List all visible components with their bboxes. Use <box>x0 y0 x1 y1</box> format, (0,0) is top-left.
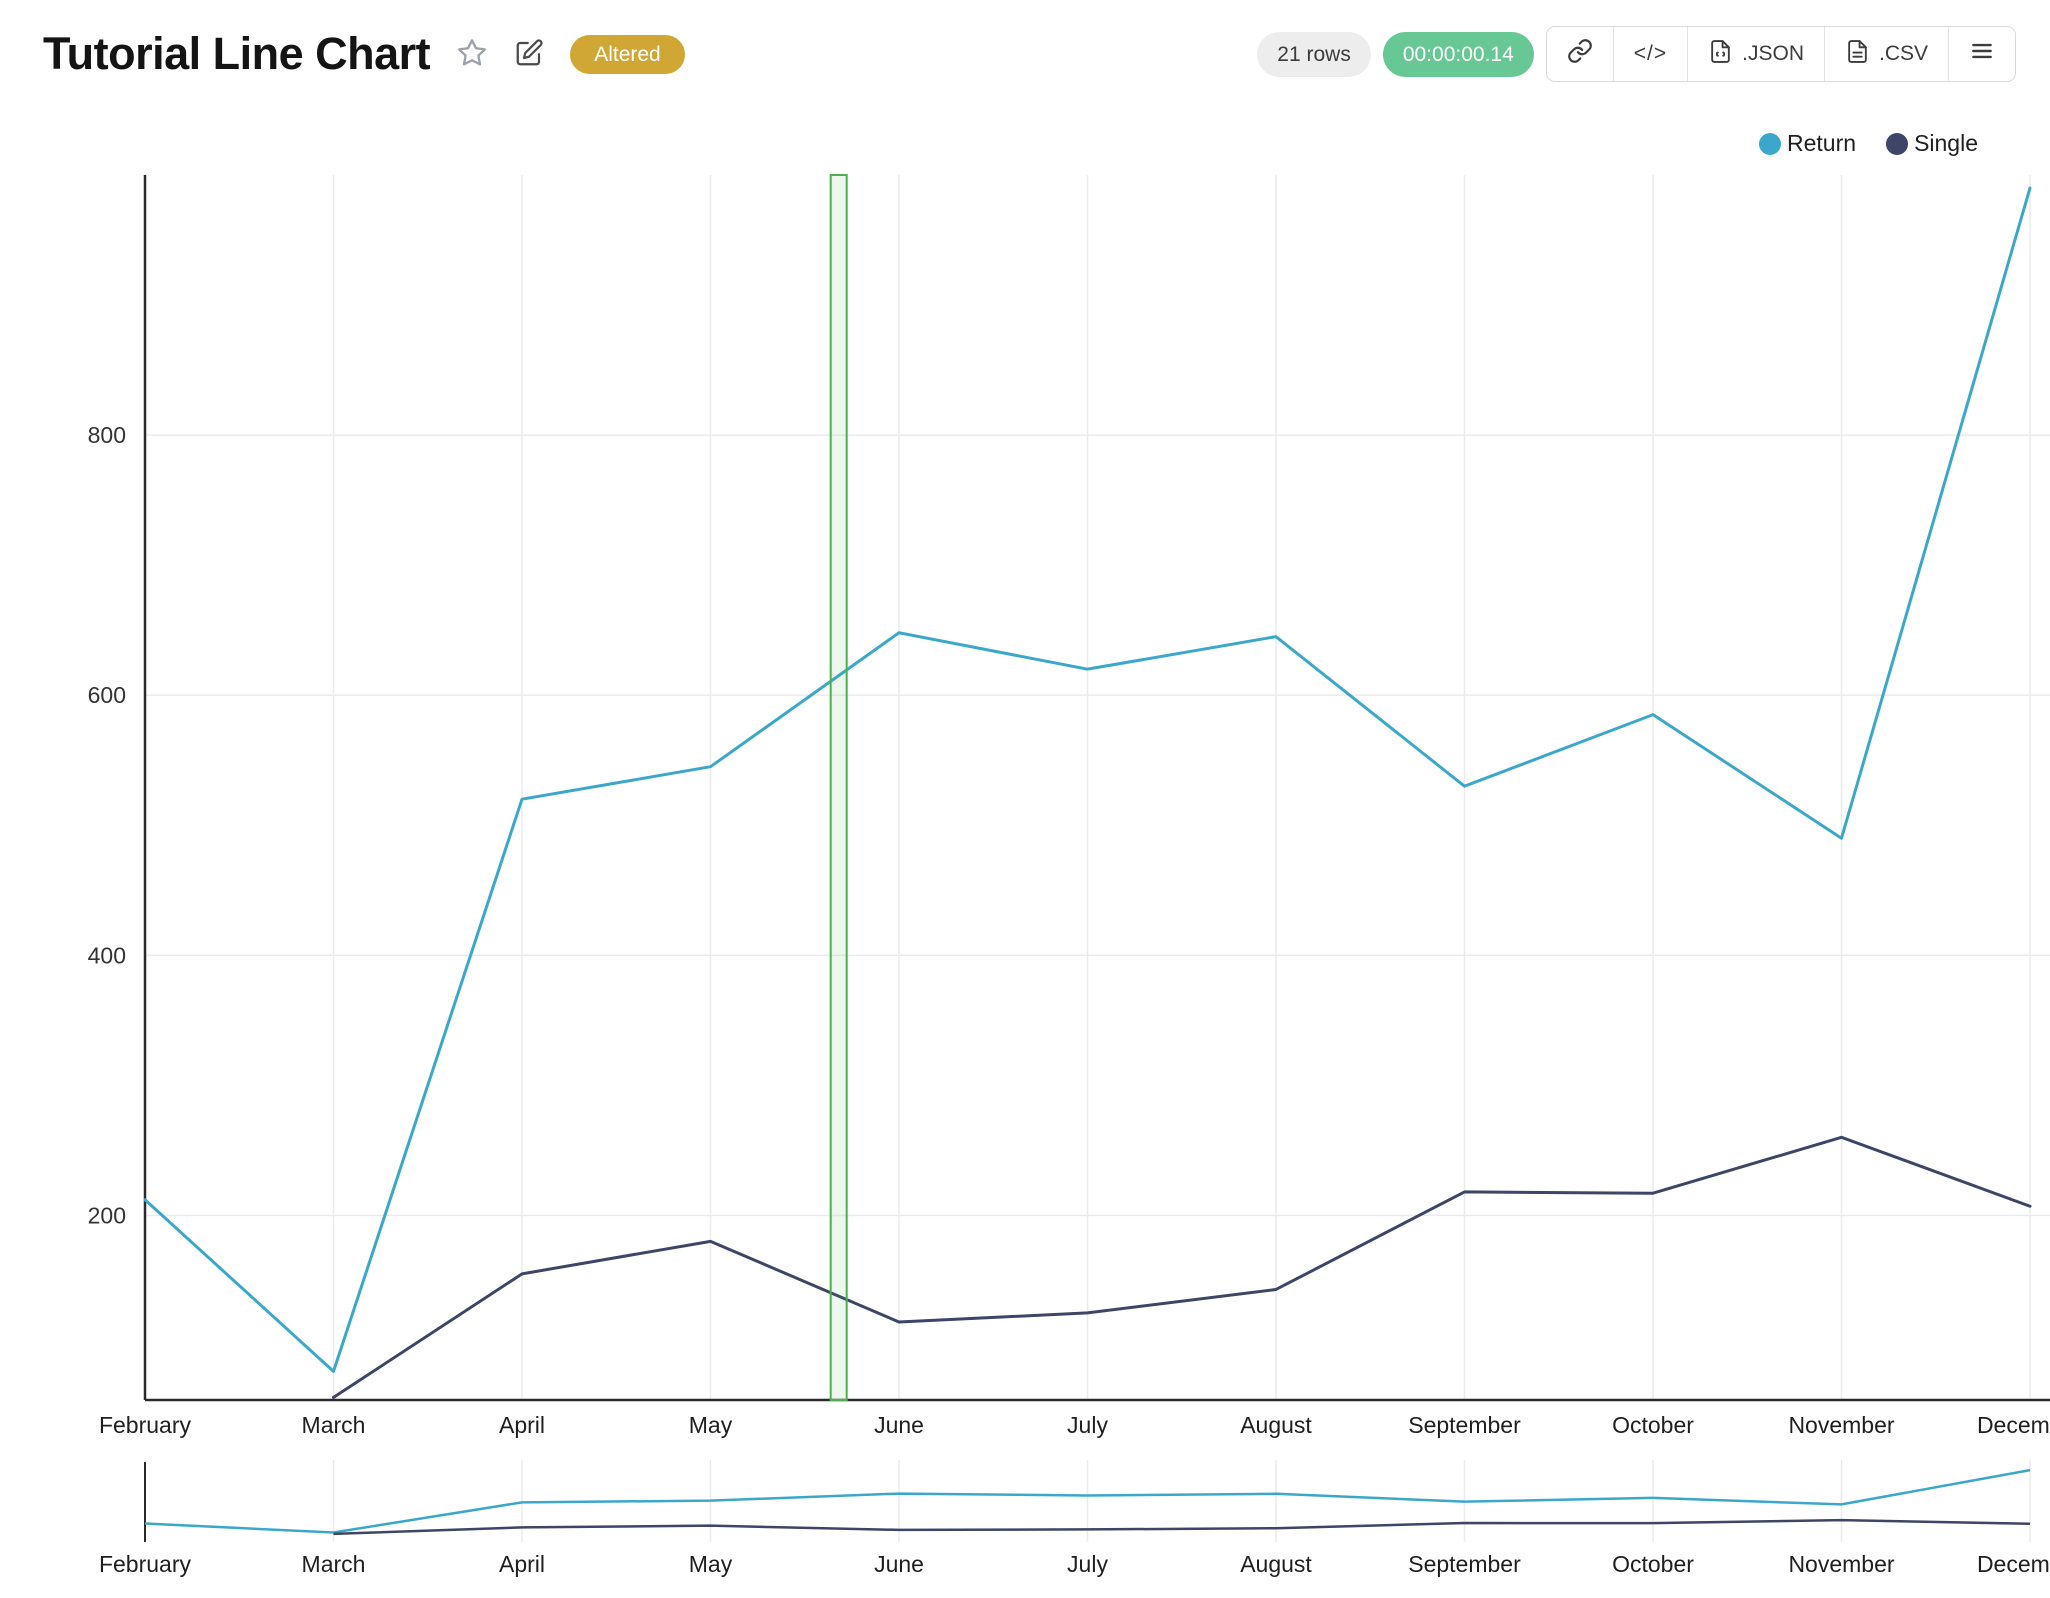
json-file-icon <box>1708 39 1733 70</box>
csv-file-icon <box>1845 39 1870 70</box>
x-axis-tick-label: May <box>689 1412 733 1438</box>
series-line-return <box>143 186 2032 1373</box>
series-line-single <box>332 1135 2032 1399</box>
legend-dot-single <box>1886 132 1909 155</box>
x-axis-tick-label: September <box>1408 1412 1521 1438</box>
link-icon <box>1567 38 1593 70</box>
title-group: Tutorial Line Chart Altered <box>43 28 685 80</box>
y-axis-tick-label: 800 <box>88 422 126 448</box>
mini-x-axis-tick-label: May <box>689 1551 733 1577</box>
x-axis-tick-label: November <box>1788 1412 1894 1438</box>
mini-series-line-single <box>333 1518 2031 1536</box>
row-count-badge: 21 rows <box>1257 31 1371 77</box>
legend-label-return: Return <box>1787 130 1857 156</box>
query-duration-badge: 00:00:00.14 <box>1382 31 1534 77</box>
code-icon: </> <box>1633 42 1668 65</box>
x-axis-tick-label: October <box>1612 1412 1694 1438</box>
edit-button[interactable] <box>514 38 544 71</box>
legend-item-single[interactable]: Single <box>1886 130 1978 157</box>
star-icon <box>456 37 488 72</box>
x-axis-tick-label: August <box>1240 1412 1312 1438</box>
mini-series-line-return <box>144 1468 2031 1534</box>
star-favorite-button[interactable] <box>456 37 488 72</box>
export-csv-button[interactable]: .CSV <box>1823 27 1948 81</box>
export-button-group: </> .JSON <box>1545 26 2016 82</box>
x-axis-tick-label: March <box>302 1412 366 1438</box>
mini-x-axis-tick-label: December <box>1977 1551 2050 1577</box>
legend-dot-return <box>1759 132 1782 155</box>
altered-status-badge: Altered <box>570 34 685 74</box>
mini-x-axis-tick-label: June <box>874 1551 924 1577</box>
mini-x-axis-tick-label: August <box>1240 1551 1312 1577</box>
mini-x-axis-tick-label: November <box>1788 1551 1894 1577</box>
export-json-button[interactable]: .JSON <box>1687 27 1824 81</box>
x-axis-tick-label: July <box>1067 1412 1108 1438</box>
toolbar: Tutorial Line Chart Altered 21 rows 00:0… <box>43 16 2016 92</box>
mini-overview-chart[interactable]: February March April May June July August Septe… <box>0 1460 2050 1598</box>
mini-x-axis-tick-label: October <box>1612 1551 1694 1577</box>
legend-label-single: Single <box>1914 130 1978 156</box>
y-axis-tick-label: 600 <box>88 682 126 708</box>
mini-x-axis-tick-label: March <box>302 1551 366 1577</box>
menu-button[interactable] <box>1948 27 2015 81</box>
page-title: Tutorial Line Chart <box>43 28 431 79</box>
y-axis-tick-label: 400 <box>88 942 126 968</box>
edit-icon <box>514 38 544 71</box>
menu-icon <box>1969 38 1995 70</box>
x-axis-tick-label: February <box>99 1412 192 1438</box>
copy-link-button[interactable] <box>1546 27 1613 81</box>
main-line-chart[interactable]: 200 400 600 800 February March April May June Jul… <box>0 0 2050 1460</box>
chart-legend: Return Single <box>1759 130 1978 157</box>
export-json-label: .JSON <box>1742 42 1804 65</box>
highlight-band[interactable] <box>829 174 848 1401</box>
mini-x-axis-tick-label: July <box>1067 1551 1108 1577</box>
toolbar-actions: 21 rows 00:00:00.14 </> <box>1257 26 2016 82</box>
x-axis-tick-label: December <box>1977 1412 2050 1438</box>
x-axis-tick-label: June <box>874 1412 924 1438</box>
mini-x-axis-tick-label: February <box>99 1551 192 1577</box>
y-axis-tick-label: 200 <box>88 1202 126 1228</box>
mini-x-axis-tick-label: September <box>1408 1551 1521 1577</box>
mini-x-axis-tick-label: April <box>499 1551 545 1577</box>
embed-code-button[interactable]: </> <box>1612 27 1688 81</box>
legend-item-return[interactable]: Return <box>1759 130 1856 157</box>
export-csv-label: .CSV <box>1878 42 1928 65</box>
x-axis-tick-label: April <box>499 1412 545 1438</box>
